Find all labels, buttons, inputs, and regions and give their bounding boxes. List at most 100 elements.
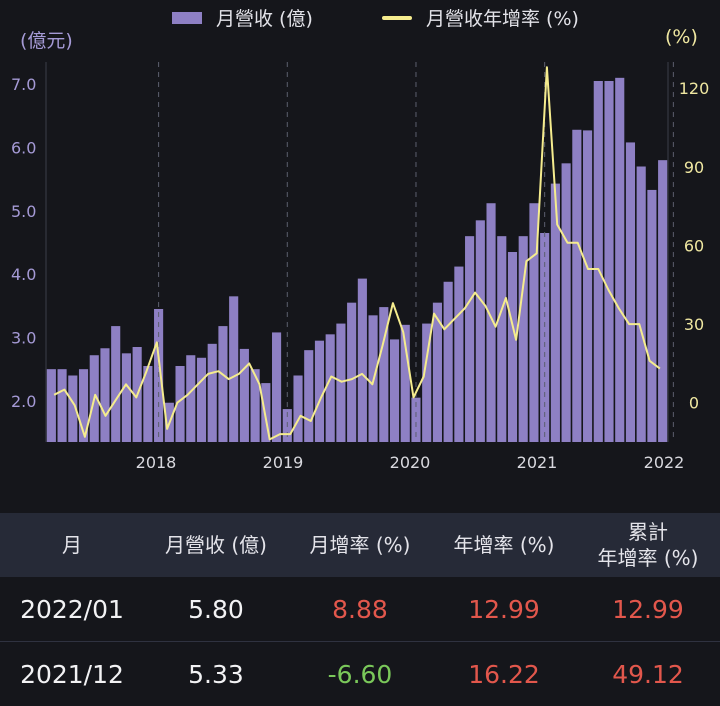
revenue-bar (647, 189, 657, 442)
revenue-bar (304, 350, 314, 442)
yoy-line (53, 66, 661, 441)
revenue-bar (561, 163, 571, 442)
revenue-bar (507, 252, 518, 442)
header-cumulative-line1: 累計 (628, 520, 668, 544)
legend-bar-swatch (172, 11, 202, 24)
left-tick-label: 4.0 (11, 265, 36, 284)
row-month: 2021/12 (20, 659, 124, 689)
revenue-bar (261, 383, 271, 442)
right-tick-label: 90 (684, 158, 704, 177)
legend-label-revenue: 月營收 (億) (216, 8, 313, 30)
left-tick-label: 3.0 (11, 329, 36, 348)
revenue-bar (422, 323, 432, 442)
table-row[interactable]: 2021/12 5.33 -6.60 16.22 49.12 (0, 641, 720, 706)
revenue-bar (583, 130, 593, 442)
legend-line-swatch (382, 15, 412, 20)
revenue-table: 月 月營收 (億) 月增率 (%) 年增率 (%) 累計 年增率 (%) 202… (0, 513, 720, 706)
table-header: 月 月營收 (億) 月增率 (%) 年增率 (%) 累計 年增率 (%) (0, 513, 720, 577)
revenue-bar (46, 369, 56, 442)
revenue-bar (143, 366, 153, 442)
row-mom: -6.60 (327, 659, 393, 689)
right-tick-label: 30 (684, 315, 704, 334)
left-tick-label: 5.0 (11, 202, 36, 221)
left-tick-label: 2.0 (11, 392, 36, 411)
revenue-bar (121, 353, 131, 442)
revenue-bar (475, 220, 485, 442)
revenue-bar (314, 340, 325, 442)
revenue-bar (239, 348, 249, 442)
row-yoy: 16.22 (468, 659, 540, 689)
row-revenue: 5.33 (188, 659, 244, 689)
revenue-bar (111, 326, 121, 442)
revenue-bar (336, 323, 346, 442)
revenue-bar (293, 375, 303, 442)
legend-item-revenue[interactable]: 月營收 (億) (172, 4, 313, 31)
revenue-bar (325, 334, 335, 442)
revenue-bar (625, 142, 636, 442)
row-mom: 8.88 (332, 594, 388, 624)
header-mom: 月增率 (%) (309, 533, 411, 557)
left-axis-unit: (億元) (20, 30, 73, 52)
revenue-bar (400, 324, 410, 442)
revenue-bar (550, 183, 560, 442)
row-cumulative-yoy: 12.99 (612, 594, 684, 624)
revenue-bar (518, 236, 528, 442)
revenue-bar (658, 160, 668, 443)
revenue-bar (357, 278, 367, 442)
revenue-bar (465, 236, 475, 442)
revenue-bar (272, 332, 282, 442)
row-month: 2022/01 (20, 594, 124, 624)
revenue-bar (229, 296, 239, 442)
header-cumulative-line2: 年增率 (%) (597, 546, 699, 570)
chart-legend: 月營收 (億) 月營收年增率 (%) (0, 4, 720, 31)
revenue-bar (379, 307, 389, 442)
revenue-bar (186, 355, 196, 442)
x-tick-label: 2022 (644, 453, 685, 472)
revenue-bar (540, 233, 550, 442)
revenue-bar (529, 203, 539, 442)
revenue-bar (196, 357, 207, 442)
x-tick-label: 2020 (390, 453, 431, 472)
row-revenue: 5.80 (188, 594, 244, 624)
revenue-bar (604, 81, 614, 442)
header-revenue: 月營收 (億) (165, 533, 267, 557)
revenue-bar (207, 343, 217, 442)
revenue-bar (454, 266, 464, 442)
row-cumulative-yoy: 49.12 (612, 659, 684, 689)
legend-label-yoy: 月營收年增率 (%) (426, 8, 579, 30)
header-yoy: 年增率 (%) (453, 533, 555, 557)
revenue-bar (218, 326, 228, 442)
x-tick-label: 2021 (517, 453, 558, 472)
right-tick-label: 60 (684, 236, 704, 255)
x-tick-label: 2019 (263, 453, 304, 472)
left-tick-label: 6.0 (11, 139, 36, 158)
revenue-chart: 7.0 6.0 5.0 4.0 3.0 2.0 120 90 60 30 0 2018 2019 2020… (11, 62, 710, 472)
revenue-bar (100, 348, 110, 442)
row-yoy: 12.99 (468, 594, 540, 624)
revenue-bar (411, 397, 421, 442)
revenue-bar (432, 302, 442, 442)
legend-item-yoy[interactable]: 月營收年增率 (%) (382, 4, 579, 31)
header-month: 月 (62, 533, 82, 557)
revenue-bar (68, 375, 78, 442)
revenue-bar (78, 369, 89, 442)
revenue-bar (57, 369, 67, 442)
revenue-bar (389, 339, 400, 442)
table-row[interactable]: 2022/01 5.80 8.88 12.99 12.99 (0, 577, 720, 641)
revenue-bar (486, 203, 496, 442)
revenue-bar (250, 369, 260, 442)
x-tick-label: 2018 (136, 453, 177, 472)
revenue-bar (572, 129, 582, 442)
revenue-bar (443, 281, 453, 442)
right-tick-label: 0 (689, 394, 699, 413)
revenue-bar (175, 366, 185, 442)
right-axis-unit: (%) (665, 26, 698, 48)
left-tick-label: 7.0 (11, 75, 36, 94)
revenue-bar (497, 236, 507, 442)
header-cumulative-yoy: 累計 年增率 (%) (576, 513, 720, 577)
right-tick-label: 120 (679, 79, 710, 98)
revenue-bar (593, 81, 603, 442)
revenue-bar (615, 77, 625, 442)
revenue-bar (347, 302, 357, 442)
revenue-bar (636, 166, 646, 442)
